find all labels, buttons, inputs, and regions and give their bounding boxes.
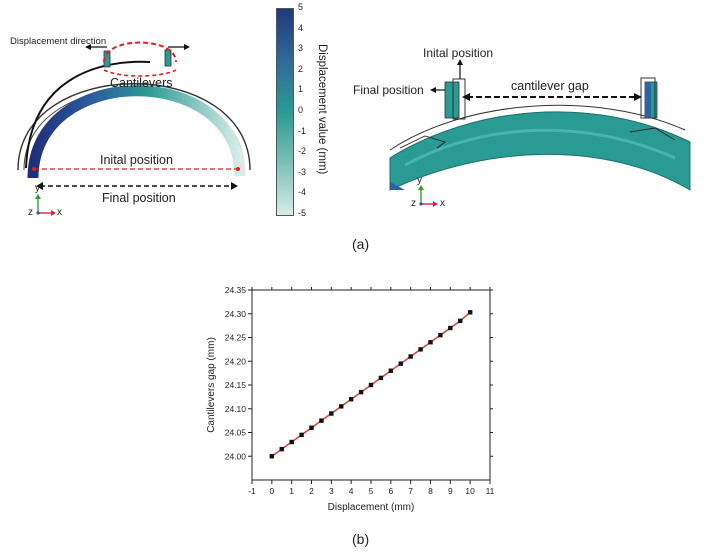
data-point (398, 361, 403, 366)
displacement-direction-label: Displacement direction (10, 36, 107, 47)
x-tick-label: -1 (248, 486, 256, 496)
colorbar-tick: 0 (298, 105, 304, 115)
data-point (418, 347, 423, 352)
panel-b-chart: -1 0 1 2 3 4 5 6 7 8 9 10 11 24.00 24.05 24.10 24.15 24.2… (205, 280, 505, 520)
data-point (269, 454, 275, 459)
y-tick-label: 24.30 (225, 309, 247, 319)
left-axis-y-label: y (35, 183, 40, 194)
x-axis-label: Displacement (mm) (328, 502, 415, 513)
data-point (408, 354, 413, 359)
panel-a-right-figure: Inital position Final position cantileve… (345, 40, 715, 220)
data-point (448, 325, 453, 331)
data-point (438, 332, 443, 338)
right-initial-position-label: Inital position (423, 46, 494, 60)
left-initial-position-label: Inital position (100, 153, 173, 167)
zoomed-arch-illustration (389, 59, 691, 207)
data-point (289, 439, 294, 445)
cantilever-gap-label: cantilever gap (511, 79, 589, 93)
right-axis-z-label: z (411, 198, 416, 209)
colorbar-ticks: 5 4 3 2 1 0 -1 -2 -3 -4 -5 (298, 2, 318, 220)
data-point (467, 310, 473, 315)
data-point (378, 375, 384, 381)
colorbar-tick: 1 (298, 84, 304, 95)
right-final-position-label: Final position (353, 83, 424, 97)
panel-a-caption: (a) (352, 236, 370, 252)
colorbar-tick: -1 (298, 125, 307, 136)
x-tick-label: 4 (349, 486, 354, 496)
colorbar-title: Displacement value (mm) (316, 44, 328, 175)
panel-a-left-figure: Displacement direction Cantilevers Inita… (0, 0, 270, 230)
x-tick-label: 3 (329, 486, 334, 496)
panel-b-caption: (b) (352, 531, 370, 547)
x-tick-label: 5 (369, 486, 374, 496)
y-tick-label: 24.15 (225, 380, 247, 390)
colorbar-tick: -5 (298, 208, 307, 218)
data-point (348, 397, 354, 402)
colorbar-tick: 4 (298, 22, 304, 33)
x-tick-label: 6 (388, 486, 393, 496)
colorbar-tick: -3 (298, 166, 307, 177)
data-point (299, 432, 304, 438)
colorbar-gradient (276, 8, 294, 216)
data-point (428, 340, 433, 345)
right-axis-x-label: x (440, 198, 445, 209)
chart-svg: -1 0 1 2 3 4 5 6 7 8 9 10 11 24.00 24.05 24.10 24.15 24.2… (206, 285, 495, 513)
x-tick-label: 9 (448, 486, 453, 496)
x-tick-label: 7 (408, 486, 413, 496)
colorbar-tick: 3 (298, 43, 304, 54)
data-point (388, 368, 394, 373)
data-point (368, 382, 374, 388)
colorbar-tick: -2 (298, 146, 307, 157)
data-point (458, 318, 463, 324)
data-point (309, 425, 314, 430)
left-final-position-label: Final position (102, 191, 176, 205)
x-tick-label: 11 (486, 486, 495, 496)
y-tick-label: 24.20 (225, 356, 247, 366)
data-point (339, 404, 344, 409)
x-tick-label: 10 (465, 486, 475, 496)
left-axis-z-label: z (28, 207, 33, 218)
y-tick-label: 24.05 (225, 428, 247, 438)
x-tick-label: 8 (428, 486, 433, 496)
right-axis-y-label: y (417, 175, 422, 186)
x-tick-label: 1 (289, 486, 294, 496)
y-tick-label: 24.25 (225, 333, 247, 343)
displacement-colorbar: 5 4 3 2 1 0 -1 -2 -3 -4 -5 Displacement … (276, 2, 376, 220)
data-point (279, 446, 284, 452)
cantilevers-label: Cantilevers (110, 76, 173, 90)
arch-illustration (17, 41, 251, 216)
left-axis-x-label: x (57, 207, 62, 218)
data-point (319, 418, 324, 423)
data-point (358, 389, 364, 395)
colorbar-tick: 2 (298, 63, 304, 74)
y-tick-label: 24.35 (225, 285, 247, 295)
colorbar-tick: -4 (298, 187, 307, 198)
y-tick-label: 24.00 (225, 451, 247, 461)
colorbar-tick: 5 (298, 2, 304, 12)
x-tick-label: 2 (309, 486, 314, 496)
y-tick-label: 24.10 (225, 404, 247, 414)
data-point (329, 411, 334, 416)
y-axis-label: Cantilevers gap (mm) (206, 337, 217, 433)
x-tick-label: 0 (269, 486, 274, 496)
